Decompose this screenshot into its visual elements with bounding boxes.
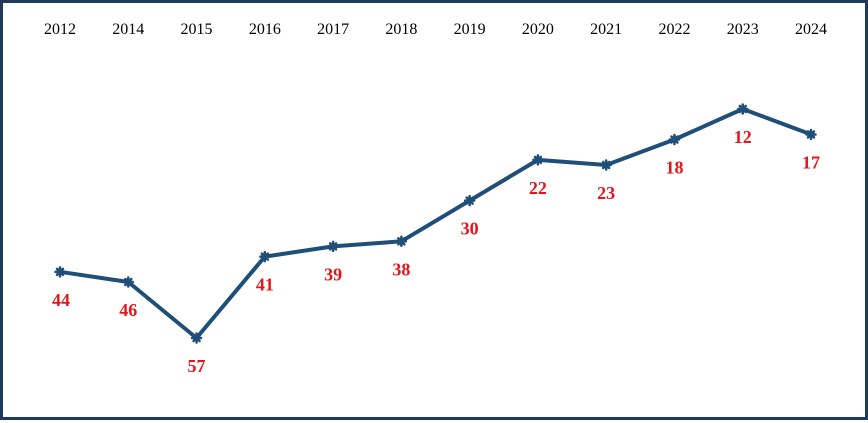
data-point-2022 xyxy=(668,133,681,146)
data-label-2020: 22 xyxy=(529,178,547,198)
data-point-2020 xyxy=(532,154,544,166)
data-label-2017: 39 xyxy=(324,264,342,284)
data-label-2015: 57 xyxy=(188,356,206,376)
data-point-2021 xyxy=(600,159,612,171)
year-label-2021: 2021 xyxy=(590,21,622,38)
data-label-2022: 18 xyxy=(665,158,683,178)
year-label-2022: 2022 xyxy=(658,21,690,38)
data-markers xyxy=(54,103,817,344)
data-point-2024 xyxy=(805,128,817,141)
data-point-2014 xyxy=(122,276,135,288)
data-point-2017 xyxy=(327,240,339,253)
year-label-2020: 2020 xyxy=(522,21,554,38)
year-label-2018: 2018 xyxy=(385,21,417,38)
series-line xyxy=(58,107,813,340)
data-point-2019 xyxy=(463,194,476,207)
year-label-2019: 2019 xyxy=(454,21,486,38)
data-label-2019: 30 xyxy=(461,219,479,239)
data-point-2023 xyxy=(736,103,749,115)
data-label-2012: 44 xyxy=(52,290,70,310)
data-label-2018: 38 xyxy=(392,259,410,279)
data-label-2024: 17 xyxy=(802,152,820,172)
year-label-2017: 2017 xyxy=(317,21,349,38)
year-label-2024: 2024 xyxy=(795,21,827,38)
data-point-2018 xyxy=(395,235,408,248)
year-label-2014: 2014 xyxy=(112,21,144,38)
data-point-2015 xyxy=(190,332,203,344)
data-labels: 44 46 57 41 39 38 30 22 23 18 12 17 xyxy=(52,127,820,376)
data-point-2016 xyxy=(259,250,271,263)
data-label-2023: 12 xyxy=(734,127,752,147)
x-axis-labels: 2012 2014 2015 2016 2017 2018 2019 2020 2021 2022… xyxy=(44,21,827,38)
data-label-2021: 23 xyxy=(597,183,615,203)
data-label-2014: 46 xyxy=(119,300,137,320)
data-label-2016: 41 xyxy=(256,275,274,295)
data-point-2012 xyxy=(54,266,66,278)
year-label-2016: 2016 xyxy=(249,21,281,38)
year-label-2023: 2023 xyxy=(727,21,759,38)
year-label-2012: 2012 xyxy=(44,21,76,38)
year-label-2015: 2015 xyxy=(181,21,213,38)
line-chart: 2012 2014 2015 2016 2017 2018 2019 2020 2021 2022… xyxy=(44,21,827,376)
